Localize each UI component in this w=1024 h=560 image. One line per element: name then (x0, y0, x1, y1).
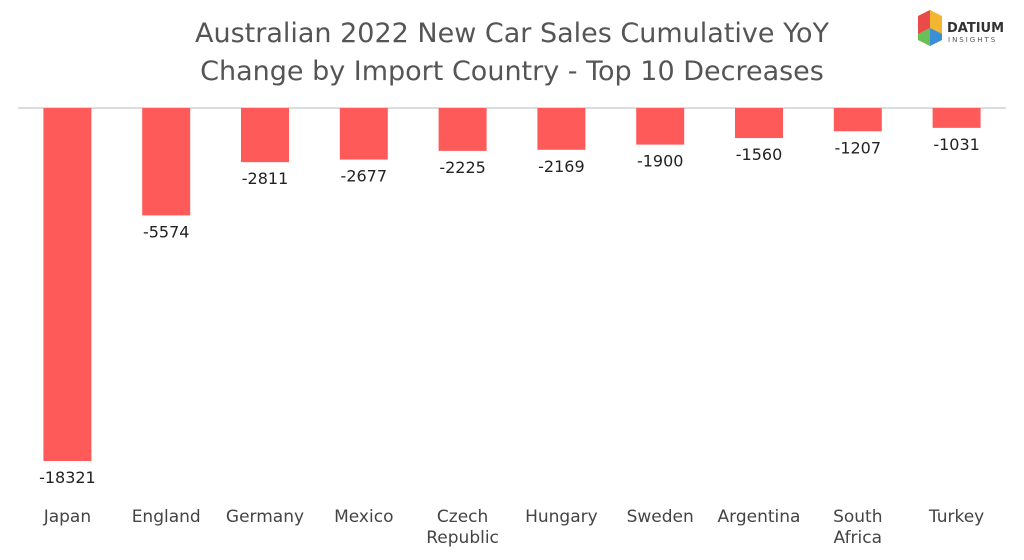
bar-south-africa (833, 108, 882, 132)
bars-group (43, 108, 981, 461)
value-label: -1031 (933, 135, 980, 154)
value-label: -18321 (39, 468, 96, 487)
bar-germany (241, 108, 289, 163)
datium-logo: DATIUM INSIGHTS (918, 10, 1004, 46)
bar-japan (43, 108, 92, 461)
category-label: Sweden (627, 507, 694, 527)
category-label: Hungary (525, 507, 598, 527)
chart-title-line-1: Australian 2022 New Car Sales Cumulative… (195, 18, 830, 49)
category-labels-group: Japan England Germany Mexico Czech Republic Hu… (43, 507, 985, 548)
value-labels-group: -18321 -5574 -2811 -2677 -2225 -2169 -1900 -156… (39, 135, 980, 487)
category-label: Japan (43, 507, 91, 527)
category-label: Turkey (928, 507, 984, 527)
bar-turkey (932, 108, 981, 128)
category-label: Argentina (718, 507, 801, 527)
category-label: England (132, 507, 201, 527)
logo-name: DATIUM (947, 21, 1004, 36)
logo-subtitle: INSIGHTS (948, 36, 997, 44)
bar-argentina (735, 108, 783, 139)
bar-sweden (636, 108, 685, 145)
bar-hungary (537, 108, 586, 150)
bar-mexico (339, 108, 388, 160)
bar-czech-republic (438, 108, 487, 151)
value-label: -2811 (242, 169, 289, 188)
category-label: Germany (226, 507, 304, 527)
value-label: -1207 (835, 138, 882, 157)
category-label: South Africa (833, 507, 882, 548)
value-label: -2677 (341, 167, 388, 186)
chart-title-line-2: Change by Import Country - Top 10 Decrea… (200, 56, 824, 87)
category-label: Czech Republic (426, 507, 499, 548)
value-label: -5574 (143, 222, 190, 241)
category-label: Mexico (334, 507, 393, 527)
value-label: -1900 (637, 152, 684, 171)
value-label: -1560 (736, 145, 783, 164)
bar-england (142, 108, 191, 216)
value-label: -2225 (439, 158, 486, 177)
value-label: -2169 (538, 157, 585, 176)
